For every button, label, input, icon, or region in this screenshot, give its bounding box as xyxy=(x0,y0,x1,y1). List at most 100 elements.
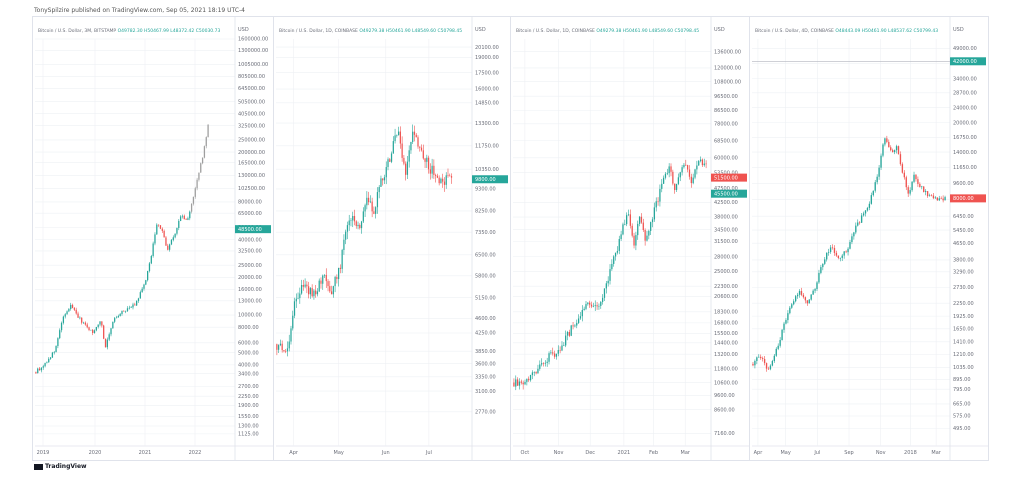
candle-body xyxy=(369,201,371,203)
candle-body xyxy=(899,154,902,165)
y-tick-label: 4000.00 xyxy=(238,363,259,369)
x-tick-label: 2021 xyxy=(139,450,152,456)
candle-body xyxy=(816,282,818,290)
candle-body xyxy=(293,301,296,316)
candle-body xyxy=(308,286,310,295)
candle-body xyxy=(796,294,799,297)
candle-body xyxy=(563,345,565,347)
y-tick-label: 42500.00 xyxy=(714,200,738,206)
y-tick-label: 120000.00 xyxy=(714,66,741,72)
candle-body xyxy=(70,304,72,310)
candle-body xyxy=(668,166,670,174)
candle-body xyxy=(336,276,338,280)
chart-legend: Bitcoin / U.S. Dollar, 1D, COINBASE O492… xyxy=(516,29,699,34)
y-tick-label: 4250.00 xyxy=(475,331,496,337)
candle-body xyxy=(405,163,407,175)
y-tick-label: 10350.00 xyxy=(475,167,499,173)
candle-body xyxy=(334,276,336,287)
candle-body xyxy=(818,272,820,283)
candle-body xyxy=(576,322,578,326)
candle-body xyxy=(758,356,760,358)
candle-body xyxy=(561,345,563,351)
candle-body xyxy=(550,352,552,354)
candle-body xyxy=(378,186,380,193)
candle-body xyxy=(148,263,151,272)
legend-symbol: Bitcoin / U.S. Dollar, 4D, COINBASE xyxy=(755,29,834,34)
candle-body xyxy=(851,236,853,243)
legend-ohlc: O49279.38 H50461.90 L48549.60 C50798.45 xyxy=(596,29,700,34)
candle-body xyxy=(849,242,851,249)
candle-body xyxy=(295,298,297,302)
candle-body xyxy=(183,215,185,220)
candle-body xyxy=(137,298,140,301)
candle-body xyxy=(940,198,942,199)
candle-body xyxy=(429,169,431,174)
candle-body xyxy=(598,305,600,307)
candle-body xyxy=(938,198,940,201)
candle-body xyxy=(179,216,182,221)
candle-body xyxy=(134,304,136,306)
y-tick-label: 1035.00 xyxy=(953,365,974,371)
legend-ohlc: O49782.30 H50467.99 L48372.42 C50030.73 xyxy=(117,29,221,34)
chart-panel-4d[interactable]: Bitcoin / U.S. Dollar, 4D, COINBASE O484… xyxy=(749,16,989,461)
candle-body xyxy=(944,197,946,201)
candle-body xyxy=(531,372,534,376)
y-tick-label: 13300.00 xyxy=(475,121,499,127)
candle-body xyxy=(798,291,801,295)
candle-body xyxy=(302,285,304,287)
candle-body xyxy=(934,197,937,199)
candle-body xyxy=(313,290,315,297)
candle-body xyxy=(585,304,587,309)
candle-body xyxy=(928,195,931,197)
y-tick-label: 80000.00 xyxy=(238,200,262,206)
candle-body xyxy=(791,304,793,308)
candle-body xyxy=(79,317,81,319)
y-tick-label: 32500.00 xyxy=(238,249,262,255)
y-tick-label: 28000.00 xyxy=(714,254,738,260)
candle-body xyxy=(348,220,350,226)
y-unit-label: USD xyxy=(238,27,249,33)
candle-body xyxy=(285,351,287,352)
candle-body xyxy=(919,183,921,188)
y-tick-label: 1550.00 xyxy=(238,414,259,420)
y-tick-label: 645000.00 xyxy=(238,86,265,92)
candle-body xyxy=(283,350,285,352)
candle-body xyxy=(559,350,561,351)
candle-body xyxy=(618,239,620,251)
y-tick-label: 165000.00 xyxy=(238,160,265,166)
candle-body xyxy=(306,284,308,287)
candle-body xyxy=(888,141,890,148)
candle-body xyxy=(683,164,685,168)
y-tick-label: 795.00 xyxy=(953,387,971,393)
candle-body xyxy=(677,177,680,184)
y-tick-label: 405000.00 xyxy=(238,111,265,117)
legend-symbol: Bitcoin / U.S. Dollar, 1D, COINBASE xyxy=(516,29,595,34)
candle-body xyxy=(121,311,123,314)
candle-body xyxy=(201,157,204,164)
candle-body xyxy=(783,323,785,330)
y-tick-label: 65000.00 xyxy=(238,211,262,217)
candle-body xyxy=(528,378,530,381)
legend-ohlc: O49279.38 H50461.90 L48549.60 C50798.45 xyxy=(359,29,463,34)
candle-body xyxy=(642,222,644,231)
candle-body xyxy=(366,197,368,206)
candle-body xyxy=(403,157,405,164)
y-tick-label: 2730.00 xyxy=(953,285,974,291)
chart-panel-1d-b[interactable]: Bitcoin / U.S. Dollar, 1D, COINBASE O492… xyxy=(510,16,750,461)
candle-body xyxy=(399,131,401,144)
x-tick-label: 2021 xyxy=(618,450,631,456)
y-tick-label: 6000.00 xyxy=(238,341,259,347)
tradingview-logo[interactable]: TradingView xyxy=(34,463,87,470)
candle-body xyxy=(661,183,663,189)
chart-svg: 2770.00 3100.00 3350.00 3600.00 3850.00 4250.… xyxy=(276,17,510,460)
y-tick-label: 7160.00 xyxy=(714,431,735,437)
x-tick-label: Mar xyxy=(931,450,941,456)
candle-body xyxy=(126,308,129,311)
candle-body xyxy=(203,146,206,158)
chart-panel-1d-a[interactable]: Bitcoin / U.S. Dollar, 1D, COINBASE O492… xyxy=(273,16,511,461)
y-tick-label: 895.00 xyxy=(953,377,971,383)
candle-body xyxy=(874,182,876,191)
chart-panel-3m[interactable]: Bitcoin / U.S. Dollar, 3M, BITSTAMP O497… xyxy=(32,16,274,461)
candle-body xyxy=(438,177,440,184)
candle-body xyxy=(156,224,158,235)
